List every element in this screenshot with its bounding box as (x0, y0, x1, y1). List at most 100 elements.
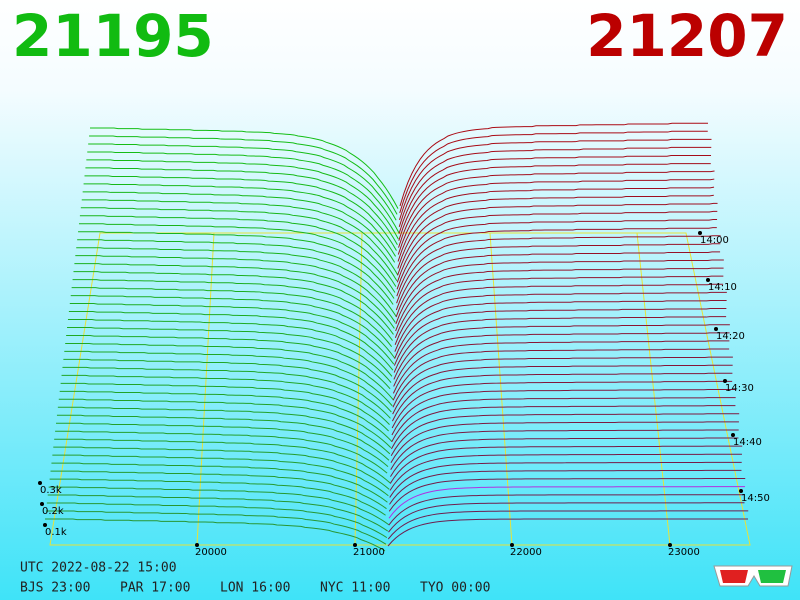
ask-curve (391, 380, 733, 429)
depth-tick (43, 523, 47, 527)
ask-curve (390, 413, 740, 457)
ask-curve (390, 421, 739, 463)
bid-curve (54, 438, 391, 484)
zone-time: BJS 23:00 (20, 581, 90, 596)
time-tick (706, 278, 710, 282)
bid-curve (72, 279, 393, 341)
ask-curve (389, 469, 742, 505)
grid-frame (49, 232, 751, 546)
bid-curve (82, 191, 396, 263)
ask-curve (396, 210, 718, 283)
red-lens (720, 570, 748, 583)
ask-curve (399, 122, 709, 207)
time-label: 14:40 (733, 437, 762, 448)
bid-curve (48, 486, 389, 526)
bid-curve (49, 478, 386, 516)
bid-curve (50, 470, 387, 510)
bid-price: 21195 (12, 2, 214, 70)
time-tick (739, 489, 743, 493)
bid-curve (76, 247, 397, 317)
ask-curve (392, 348, 730, 401)
ask-curve (394, 283, 724, 345)
bid-curve (68, 311, 394, 371)
ask-curve (394, 275, 724, 339)
bid-curve (63, 358, 392, 413)
ask-curve (398, 163, 711, 241)
ask-curve (393, 332, 730, 387)
ask-curve (398, 155, 712, 234)
zone-time: TYO 00:00 (420, 581, 490, 596)
ask-curve (395, 251, 721, 318)
time-label: 14:10 (708, 282, 737, 293)
ask-curve (387, 510, 749, 540)
price-tick (195, 543, 199, 547)
bid-curve (56, 422, 389, 468)
depth-tick (38, 481, 42, 485)
ask-curve (397, 178, 715, 255)
time-label: 14:50 (741, 493, 770, 504)
time-tick (698, 231, 702, 235)
time-label: 14:00 (700, 235, 729, 246)
bid-curve (58, 398, 392, 448)
bid-curve (64, 350, 393, 407)
green-lens (758, 570, 786, 583)
grid-line (489, 232, 513, 546)
zone-time: LON 16:00 (220, 581, 290, 596)
time-tick (723, 379, 727, 383)
depth-tick (40, 502, 44, 506)
bid-curve (78, 223, 396, 293)
bid-curve (53, 446, 390, 490)
bid-curve (84, 175, 397, 251)
bid-curve (79, 215, 397, 287)
time-label: 14:20 (716, 331, 745, 342)
bid-curve (57, 406, 391, 455)
bid-curve (66, 334, 391, 390)
utc-time: UTC 2022-08-22 15:00 (20, 561, 177, 576)
depth-label: 0.3k (40, 485, 62, 496)
ask-curve (393, 308, 727, 366)
price-tick (668, 543, 672, 547)
bid-curve (52, 454, 389, 497)
ask-curve (392, 356, 733, 408)
bid-curve (90, 127, 399, 209)
ask-curve (396, 219, 718, 290)
time-label: 14:30 (725, 383, 754, 394)
ask-curve (391, 397, 736, 443)
ask-curve (391, 372, 733, 422)
bid-curve (83, 183, 396, 257)
ask-curve (398, 146, 712, 227)
ask-curve (397, 202, 718, 276)
price-tick (353, 543, 357, 547)
grid-line (354, 232, 363, 546)
ask-curve (394, 299, 727, 359)
price-tick (510, 543, 514, 547)
ask-curve (397, 186, 715, 262)
ask-curve (395, 243, 721, 311)
bid-curve (70, 295, 396, 359)
ask-curve (389, 453, 742, 491)
time-tick (714, 327, 718, 331)
ask-curve (389, 445, 743, 484)
ask-curve (391, 388, 736, 436)
depth-label: 0.2k (42, 506, 64, 517)
3d-glasses-icon[interactable] (713, 565, 793, 587)
ask-curve (396, 227, 717, 297)
ask-curve (395, 259, 724, 325)
bid-curve (81, 199, 399, 276)
ask-curve (388, 478, 746, 512)
ask-curve (390, 437, 739, 477)
ask-curve (398, 170, 715, 248)
ask-curve (396, 235, 721, 304)
depth-label: 0.1k (45, 527, 67, 538)
bid-curve (77, 239, 394, 305)
ask-curve (394, 291, 727, 352)
price-label: 20000 (195, 547, 227, 558)
ask-curve (388, 486, 745, 519)
time-tick (731, 433, 735, 437)
bid-curve (67, 326, 392, 383)
bid-curve (85, 167, 398, 246)
bid-curve (80, 207, 398, 282)
bid-curve (65, 342, 394, 401)
ask-curve (388, 494, 745, 526)
